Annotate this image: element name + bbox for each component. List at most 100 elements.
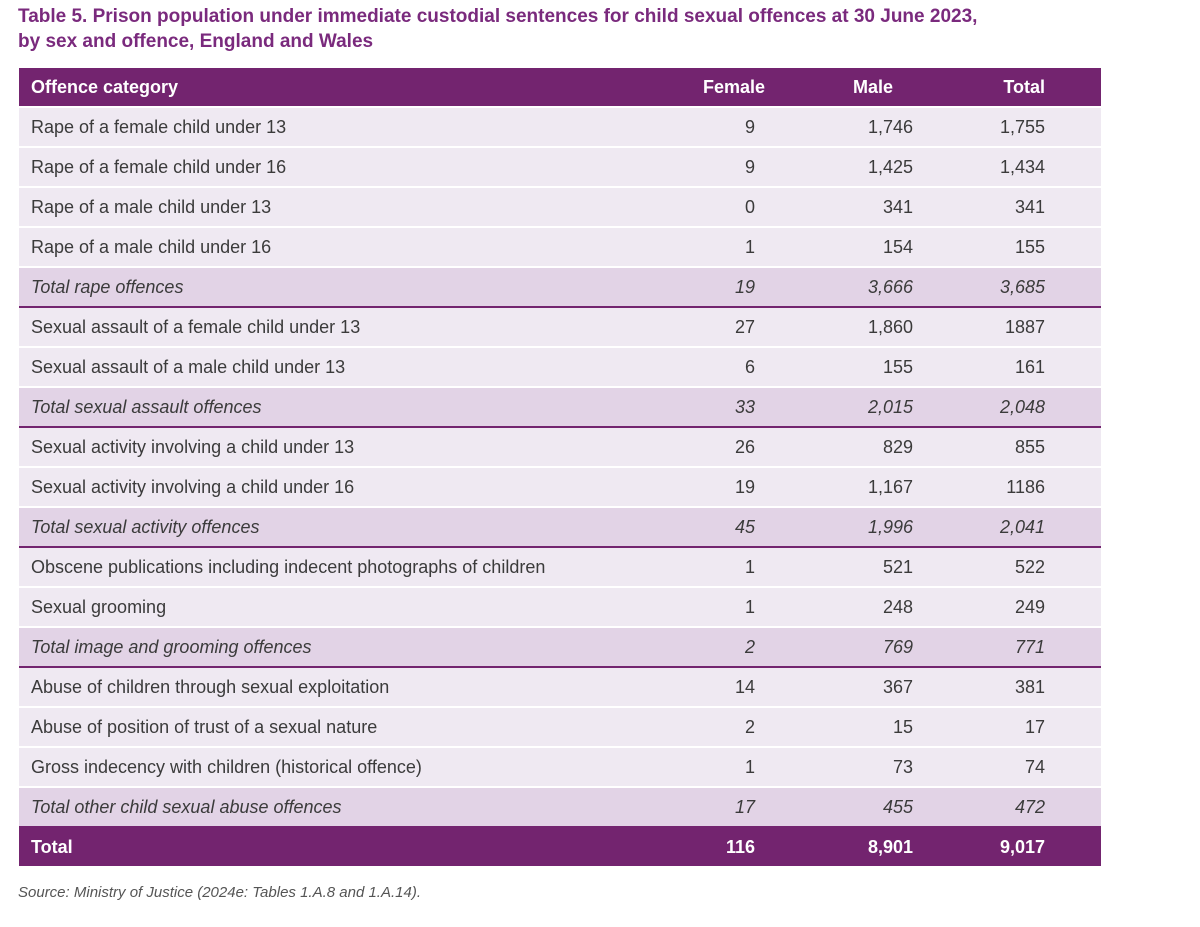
cell-female: 9 — [659, 147, 785, 188]
cell-total: 522 — [943, 547, 1101, 588]
cell-total: 3,685 — [943, 267, 1101, 308]
cell-total: 1,434 — [943, 147, 1101, 188]
cell-male: 15 — [785, 707, 943, 748]
table-row: Sexual assault of a male child under 13 6… — [19, 347, 1101, 388]
subtotal-row: Total sexual assault offences 33 2,015 2,04… — [19, 387, 1101, 428]
table-title-line-1: Table 5. Prison population under immedia… — [18, 6, 978, 27]
cell-offence-category: Total sexual assault offences — [19, 387, 659, 428]
offences-table: Offence category Female Male Total Rape … — [19, 68, 1101, 868]
header-row: Offence category Female Male Total — [19, 68, 1101, 108]
table-row: Rape of a male child under 13 0 341 341 — [19, 187, 1101, 228]
table-row: Abuse of position of trust of a sexual n… — [19, 707, 1101, 748]
table-row: Gross indecency with children (historica… — [19, 747, 1101, 788]
cell-offence-category: Total rape offences — [19, 267, 659, 308]
cell-total: 381 — [943, 667, 1101, 708]
cell-male: 829 — [785, 427, 943, 468]
cell-total: 17 — [943, 707, 1101, 748]
cell-male: 248 — [785, 587, 943, 628]
cell-offence-category: Abuse of children through sexual exploit… — [19, 667, 659, 708]
cell-female: 2 — [659, 707, 785, 748]
cell-offence-category: Sexual activity involving a child under … — [19, 427, 659, 468]
cell-male: 1,860 — [785, 307, 943, 348]
cell-female: 0 — [659, 187, 785, 228]
cell-female: 19 — [659, 267, 785, 308]
cell-offence-category: Rape of a female child under 13 — [19, 107, 659, 148]
grand-total-female: 116 — [659, 827, 785, 868]
cell-male: 1,167 — [785, 467, 943, 508]
table-row: Sexual assault of a female child under 1… — [19, 307, 1101, 348]
cell-male: 455 — [785, 787, 943, 828]
cell-total: 161 — [943, 347, 1101, 388]
header-male: Male — [785, 68, 943, 108]
grand-total-total: 9,017 — [943, 827, 1101, 868]
cell-total: 2,048 — [943, 387, 1101, 428]
cell-female: 2 — [659, 627, 785, 668]
cell-female: 45 — [659, 507, 785, 548]
cell-total: 1186 — [943, 467, 1101, 508]
cell-female: 26 — [659, 427, 785, 468]
table-row: Sexual activity involving a child under … — [19, 427, 1101, 468]
table-footer: Total 116 8,901 9,017 — [19, 827, 1101, 868]
cell-male: 73 — [785, 747, 943, 788]
cell-offence-category: Abuse of position of trust of a sexual n… — [19, 707, 659, 748]
cell-female: 33 — [659, 387, 785, 428]
cell-female: 1 — [659, 227, 785, 268]
cell-offence-category: Gross indecency with children (historica… — [19, 747, 659, 788]
table-header: Offence category Female Male Total — [19, 68, 1101, 108]
cell-male: 3,666 — [785, 267, 943, 308]
cell-offence-category: Rape of a male child under 16 — [19, 227, 659, 268]
cell-male: 155 — [785, 347, 943, 388]
header-offence-category: Offence category — [19, 68, 659, 108]
cell-offence-category: Rape of a male child under 13 — [19, 187, 659, 228]
cell-total: 472 — [943, 787, 1101, 828]
subtotal-row: Total image and grooming offences 2 769 771 — [19, 627, 1101, 668]
cell-male: 1,425 — [785, 147, 943, 188]
cell-total: 249 — [943, 587, 1101, 628]
cell-total: 341 — [943, 187, 1101, 228]
cell-offence-category: Total sexual activity offences — [19, 507, 659, 548]
cell-total: 771 — [943, 627, 1101, 668]
cell-total: 1887 — [943, 307, 1101, 348]
header-total: Total — [943, 68, 1101, 108]
table-row: Sexual activity involving a child under … — [19, 467, 1101, 508]
table-row: Sexual grooming 1 248 249 — [19, 587, 1101, 628]
table-title: Table 5. Prison population under immedia… — [18, 4, 1178, 54]
subtotal-row: Total rape offences 19 3,666 3,685 — [19, 267, 1101, 308]
header-female: Female — [659, 68, 785, 108]
cell-female: 27 — [659, 307, 785, 348]
cell-female: 9 — [659, 107, 785, 148]
grand-total-label: Total — [19, 827, 659, 868]
cell-male: 2,015 — [785, 387, 943, 428]
cell-female: 14 — [659, 667, 785, 708]
cell-offence-category: Obscene publications including indecent … — [19, 547, 659, 588]
cell-female: 1 — [659, 587, 785, 628]
cell-offence-category: Sexual assault of a male child under 13 — [19, 347, 659, 388]
cell-male: 154 — [785, 227, 943, 268]
grand-total-male: 8,901 — [785, 827, 943, 868]
cell-male: 1,996 — [785, 507, 943, 548]
cell-female: 1 — [659, 747, 785, 788]
cell-offence-category: Total image and grooming offences — [19, 627, 659, 668]
cell-total: 855 — [943, 427, 1101, 468]
cell-female: 19 — [659, 467, 785, 508]
table-row: Rape of a female child under 16 9 1,425 1,4… — [19, 147, 1101, 188]
cell-female: 1 — [659, 547, 785, 588]
cell-offence-category: Total other child sexual abuse offences — [19, 787, 659, 828]
table-row: Rape of a male child under 16 1 154 155 — [19, 227, 1101, 268]
cell-male: 1,746 — [785, 107, 943, 148]
cell-total: 155 — [943, 227, 1101, 268]
cell-offence-category: Sexual grooming — [19, 587, 659, 628]
cell-total: 2,041 — [943, 507, 1101, 548]
cell-offence-category: Rape of a female child under 16 — [19, 147, 659, 188]
table-title-line-2: by sex and offence, England and Wales — [18, 31, 374, 52]
cell-male: 341 — [785, 187, 943, 228]
cell-offence-category: Sexual activity involving a child under … — [19, 467, 659, 508]
cell-total: 74 — [943, 747, 1101, 788]
cell-total: 1,755 — [943, 107, 1101, 148]
subtotal-row: Total other child sexual abuse offences 1… — [19, 787, 1101, 828]
cell-offence-category: Sexual assault of a female child under 1… — [19, 307, 659, 348]
table-row: Rape of a female child under 13 9 1,746 1,7… — [19, 107, 1101, 148]
cell-female: 17 — [659, 787, 785, 828]
source-note: Source: Ministry of Justice (2024e: Tabl… — [18, 884, 421, 901]
subtotal-row: Total sexual activity offences 45 1,996 2,0… — [19, 507, 1101, 548]
